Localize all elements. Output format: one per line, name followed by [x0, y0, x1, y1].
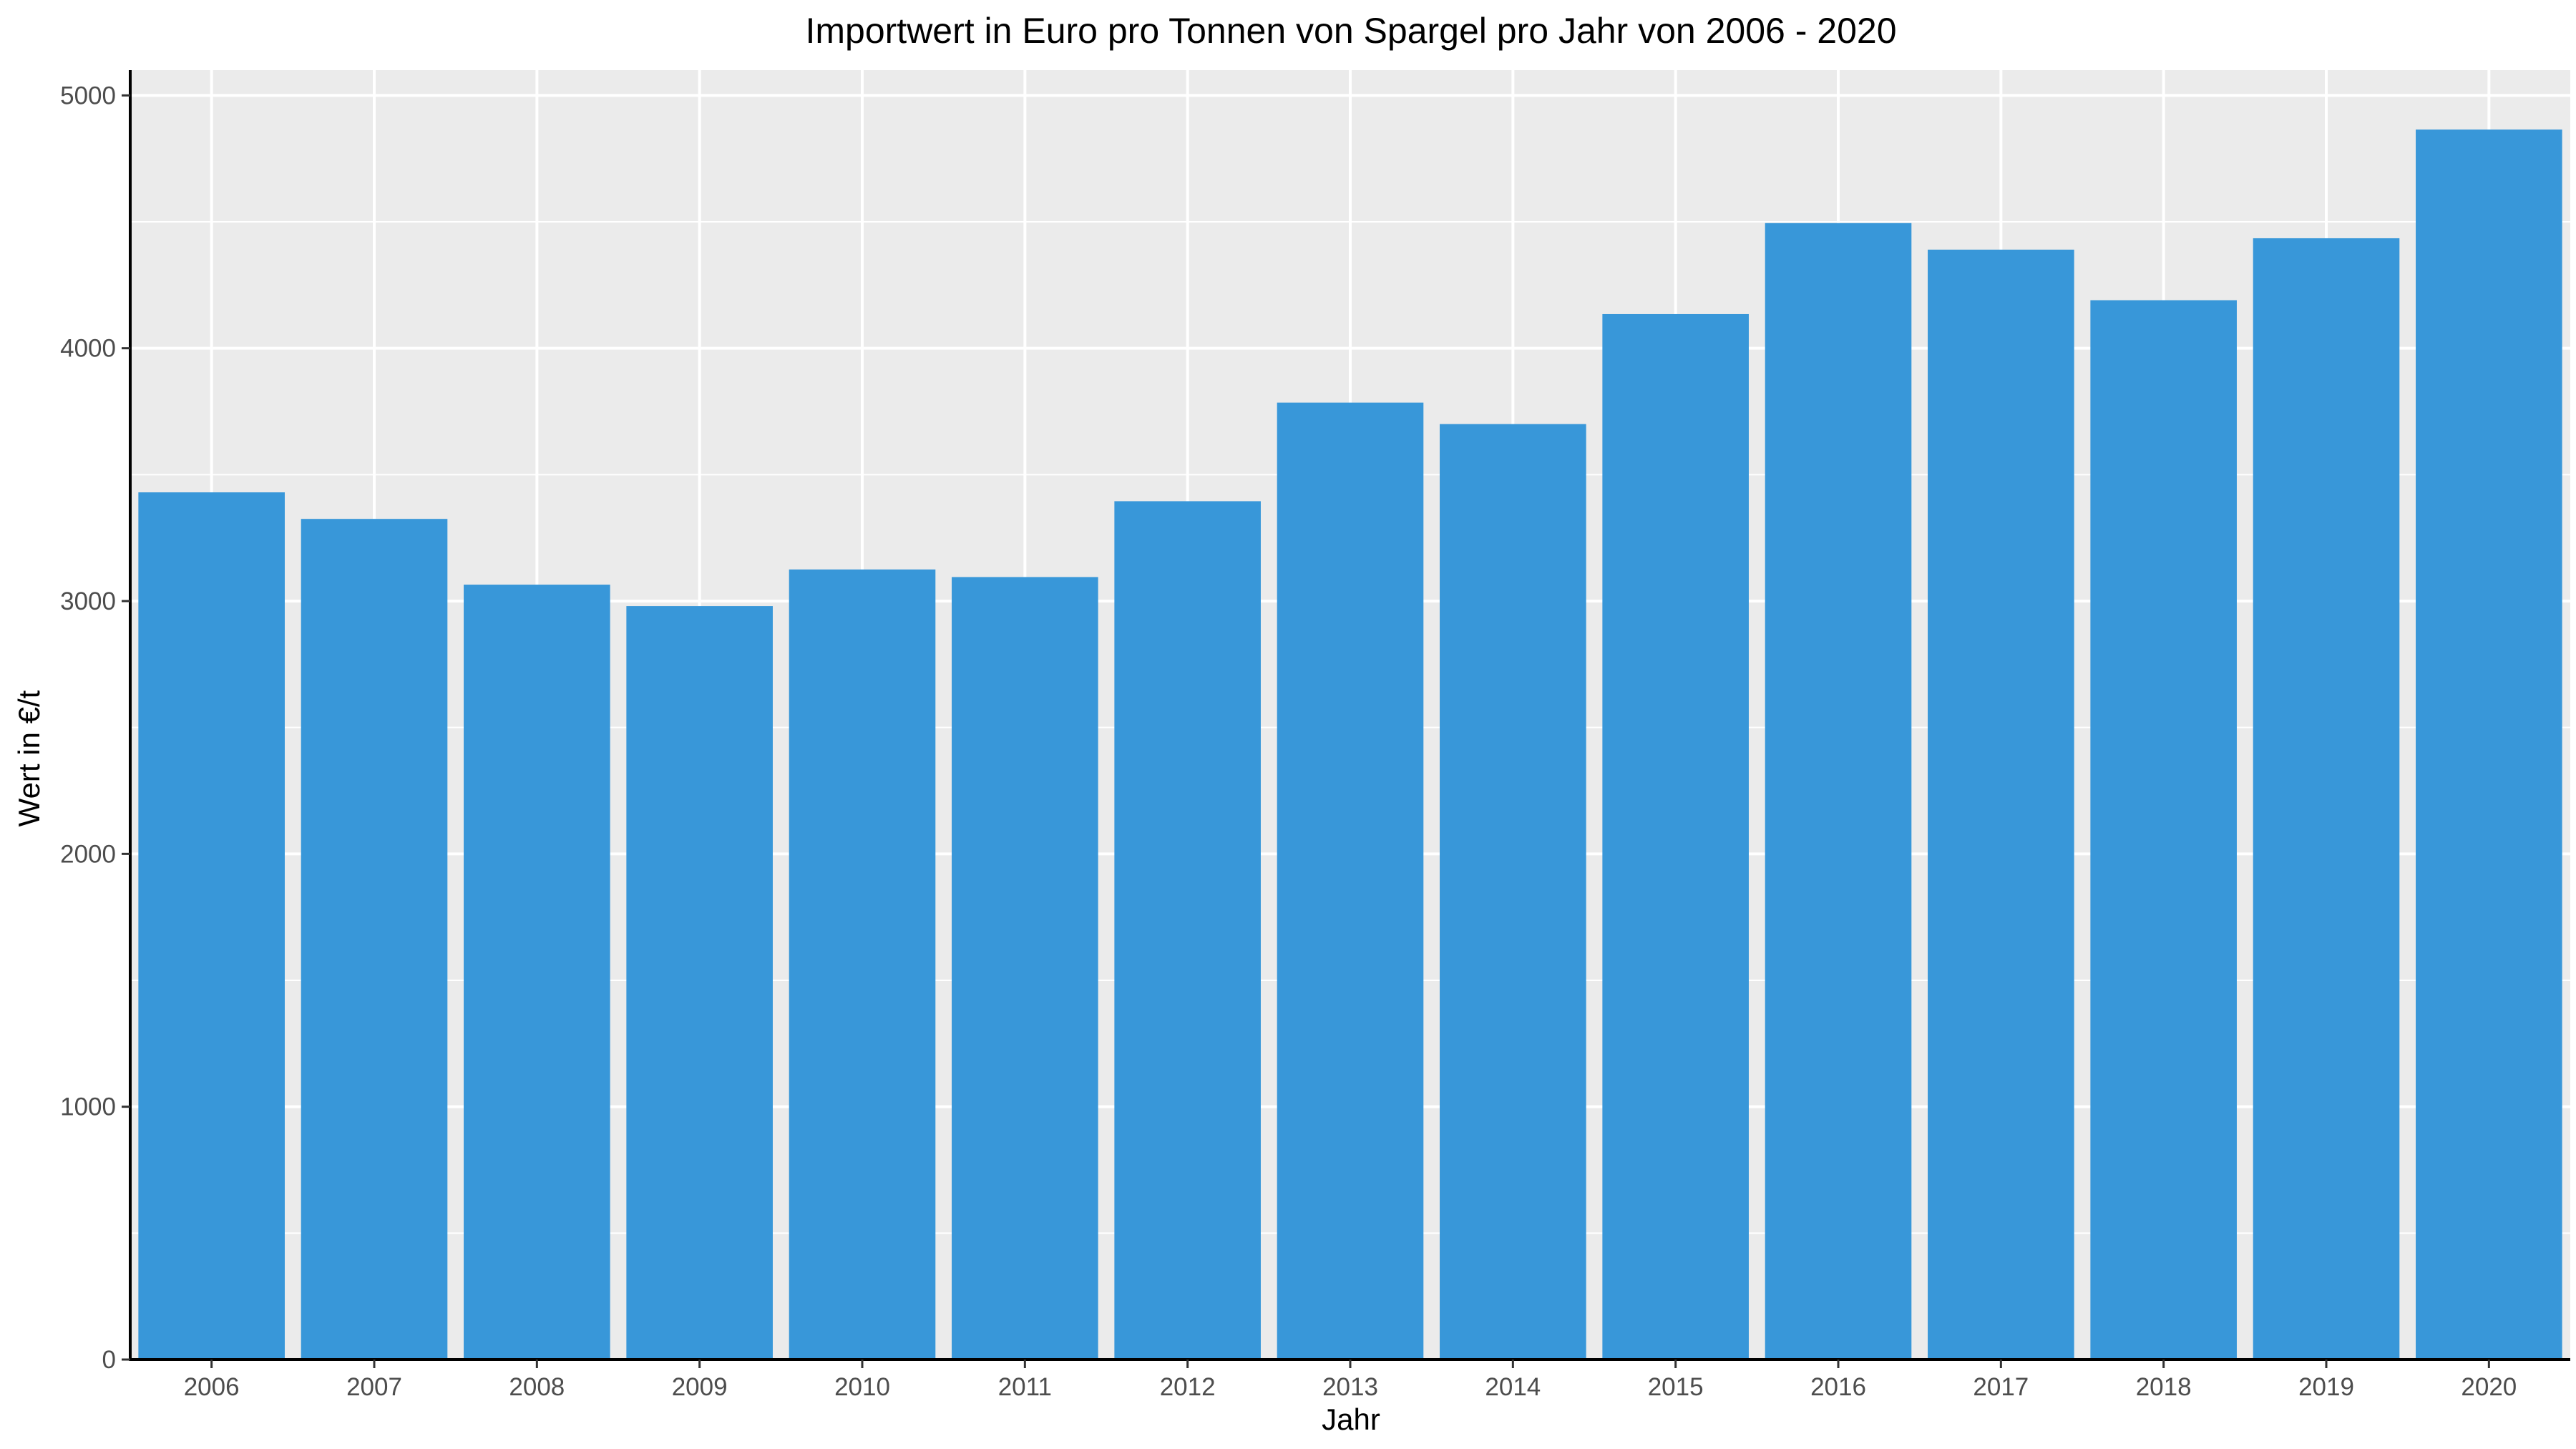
- bar-2007: [301, 519, 448, 1360]
- chart-title: Importwert in Euro pro Tonnen von Sparge…: [806, 11, 1897, 51]
- bar-2016: [1765, 223, 1912, 1360]
- x-tick-label: 2015: [1648, 1373, 1704, 1401]
- x-tick-label: 2016: [1810, 1373, 1866, 1401]
- y-tick-label: 5000: [60, 82, 116, 109]
- x-tick-label: 2008: [509, 1373, 565, 1401]
- bars-group: [138, 130, 2562, 1360]
- y-tick-label: 4000: [60, 335, 116, 363]
- x-tick-label: 2010: [834, 1373, 890, 1401]
- bar-2015: [1602, 313, 1749, 1360]
- y-tick-label: 0: [102, 1346, 116, 1374]
- bar-2011: [952, 577, 1098, 1360]
- x-tick-label: 2014: [1485, 1373, 1541, 1401]
- y-axis-ticks: 0 1000 2000 3000 4000 5000: [60, 82, 130, 1374]
- bar-2009: [626, 606, 773, 1360]
- y-tick-label: 3000: [60, 587, 116, 615]
- y-tick-label: 1000: [60, 1093, 116, 1121]
- bar-2019: [2253, 238, 2400, 1360]
- bar-2010: [789, 569, 936, 1360]
- x-tick-label: 2011: [998, 1373, 1052, 1401]
- bar-2008: [464, 585, 610, 1360]
- x-tick-label: 2020: [2461, 1373, 2517, 1401]
- bar-2018: [2090, 300, 2237, 1360]
- bar-2017: [1928, 249, 2074, 1360]
- x-tick-label: 2009: [672, 1373, 728, 1401]
- y-tick-label: 2000: [60, 840, 116, 868]
- bar-2006: [138, 492, 285, 1360]
- bar-2020: [2416, 130, 2562, 1360]
- bar-2012: [1114, 501, 1261, 1360]
- bar-2014: [1440, 424, 1586, 1360]
- x-tick-label: 2012: [1160, 1373, 1216, 1401]
- x-tick-label: 2017: [1973, 1373, 2029, 1401]
- y-axis-title: Wert in €/t: [12, 690, 46, 826]
- bar-2013: [1277, 402, 1424, 1360]
- x-tick-label: 2019: [2298, 1373, 2354, 1401]
- x-axis-ticks: 2006 2007 2008 2009 2010 2011 2012 2013 2014 2015…: [184, 1360, 2517, 1401]
- x-axis-title: Jahr: [1322, 1402, 1380, 1436]
- x-tick-label: 2018: [2136, 1373, 2192, 1401]
- x-tick-label: 2007: [346, 1373, 402, 1401]
- x-tick-label: 2006: [184, 1373, 240, 1401]
- x-tick-label: 2013: [1322, 1373, 1378, 1401]
